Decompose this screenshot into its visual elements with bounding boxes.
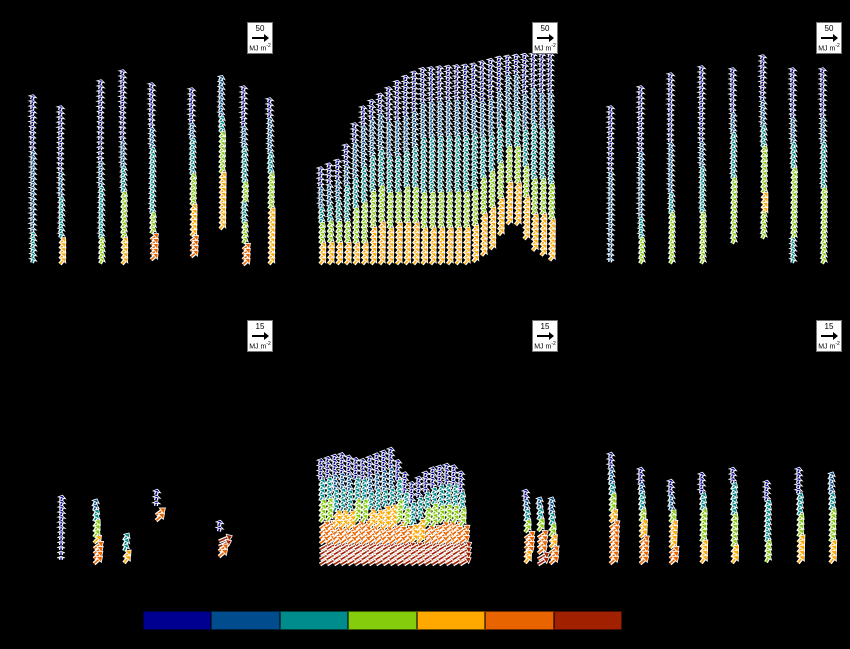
legend-bottom-middle: 15 MJ m-2 [532,320,558,352]
colorbar-segment [348,611,417,630]
legend-value: 50 [255,24,265,33]
colorbar-segment [211,611,280,630]
colorbar-segment [143,611,212,630]
quiver-layer [27,52,838,567]
reference-arrow-icon [248,331,272,340]
legend-value: 15 [255,322,265,331]
legend-value: 50 [540,24,550,33]
legend-top-right: 50 MJ m-2 [816,22,842,54]
reference-arrow-icon [817,33,841,42]
reference-arrow-icon [533,331,557,340]
legend-unit: MJ m-2 [818,341,840,351]
reference-arrow-icon [248,33,272,42]
legend-bottom-left: 15 MJ m-2 [247,320,273,352]
colorbar [143,611,622,630]
colorbar-segment [279,611,349,630]
reference-arrow-icon [817,331,841,340]
legend-unit: MJ m-2 [249,43,271,53]
colorbar-segment [553,611,622,630]
legend-value: 15 [540,322,550,331]
legend-bottom-right: 15 MJ m-2 [816,320,842,352]
legend-top-left: 50 MJ m-2 [247,22,273,54]
legend-unit: MJ m-2 [249,341,271,351]
legend-unit: MJ m-2 [534,341,556,351]
legend-value: 50 [824,24,834,33]
legend-value: 15 [824,322,834,331]
legend-unit: MJ m-2 [534,43,556,53]
legend-unit: MJ m-2 [818,43,840,53]
colorbar-segment [485,611,554,630]
colorbar-segment [416,611,486,630]
legend-top-middle: 50 MJ m-2 [532,22,558,54]
reference-arrow-icon [533,33,557,42]
